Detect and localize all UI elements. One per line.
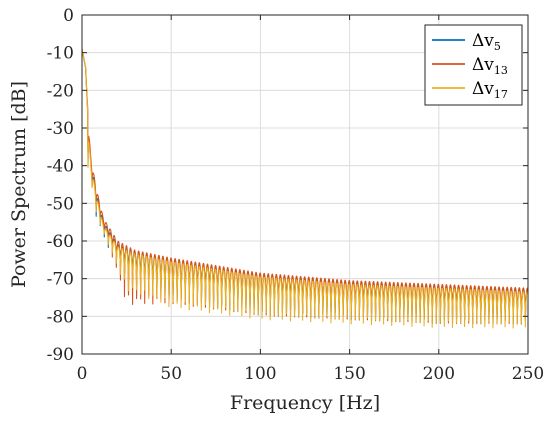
legend-entry-symbol: Δv xyxy=(472,55,494,75)
series-line xyxy=(81,48,529,329)
legend-entry: Δv13 xyxy=(472,55,508,77)
y-tick-label: -90 xyxy=(47,345,74,365)
y-tick-label: -80 xyxy=(47,307,74,327)
legend-entry-symbol: Δv xyxy=(472,79,494,99)
y-tick-label: -40 xyxy=(47,157,74,177)
legend-entry-subscript: 13 xyxy=(494,64,508,77)
legend-entry-subscript: 5 xyxy=(494,40,501,53)
x-tick-label: 200 xyxy=(423,364,455,384)
y-tick-label: -30 xyxy=(47,119,74,139)
legend-entry-subscript: 17 xyxy=(494,88,508,101)
y-tick-label: 0 xyxy=(63,6,74,26)
x-tick-label: 0 xyxy=(77,364,88,384)
series-layer xyxy=(81,48,529,329)
x-tick-label: 250 xyxy=(512,364,544,384)
axis-ticks: 0 50 100 150 200 250 0 -10 -20 -30 -40 -50 -60 -70 -80… xyxy=(47,6,545,384)
legend-entry: Δv17 xyxy=(472,79,508,101)
y-tick-label: -60 xyxy=(47,232,74,252)
y-tick-label: -20 xyxy=(47,81,74,101)
legend-box xyxy=(424,24,523,106)
x-axis-label: Frequency [Hz] xyxy=(230,392,380,414)
legend-entry-symbol: Δv xyxy=(472,31,494,51)
y-tick-label: -70 xyxy=(47,270,74,290)
legend-entry: Δv5 xyxy=(472,31,501,53)
y-tick-label: -50 xyxy=(47,194,74,214)
y-axis-label: Power Spectrum [dB] xyxy=(8,81,30,288)
y-tick-label: -10 xyxy=(47,44,74,64)
x-tick-label: 50 xyxy=(160,364,182,384)
plot-frame xyxy=(81,14,529,355)
x-tick-label: 150 xyxy=(333,364,365,384)
x-tick-label: 100 xyxy=(244,364,276,384)
